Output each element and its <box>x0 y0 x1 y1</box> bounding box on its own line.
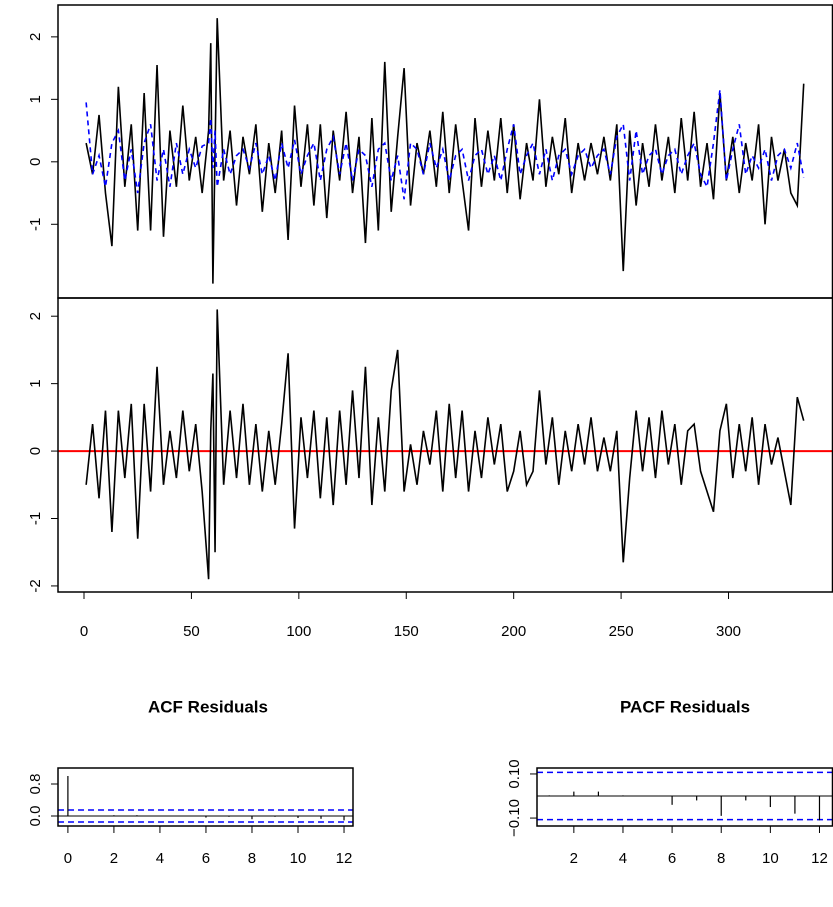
x-tick-label: 10 <box>762 850 779 867</box>
y-tick-label: −0.10 <box>506 799 523 837</box>
y-tick-label: 1 <box>27 95 44 103</box>
x-tick-label: 0 <box>64 850 72 867</box>
x-tick-label: 6 <box>202 850 210 867</box>
x-tick-label: 8 <box>717 850 725 867</box>
x-tick-label: 4 <box>156 850 164 867</box>
y-tick-label: -2 <box>27 579 44 592</box>
x-tick-label: 250 <box>609 623 634 640</box>
y-tick-label: -1 <box>27 512 44 525</box>
y-tick-label: 0.0 <box>27 806 44 827</box>
series-line <box>85 18 805 284</box>
x-tick-label: 4 <box>619 850 627 867</box>
x-tick-label: 0 <box>80 623 88 640</box>
chart-title: ACF Residuals <box>148 697 268 716</box>
plot-frame <box>57 297 833 593</box>
y-tick-label: 0.10 <box>506 759 523 788</box>
series-line <box>85 89 805 200</box>
y-tick-label: 0 <box>27 158 44 166</box>
x-tick-label: 12 <box>811 850 828 867</box>
series-line <box>85 309 805 580</box>
y-tick-label: 2 <box>27 312 44 320</box>
x-tick-label: 2 <box>110 850 118 867</box>
y-tick-label: -1 <box>27 218 44 231</box>
plot-frame <box>536 767 833 827</box>
y-tick-label: 2 <box>27 33 44 41</box>
x-tick-label: 10 <box>290 850 307 867</box>
x-tick-label: 150 <box>394 623 419 640</box>
chart-title: PACF Residuals <box>620 697 750 716</box>
x-tick-label: 50 <box>183 623 200 640</box>
y-tick-label: 1 <box>27 379 44 387</box>
y-tick-label: 0 <box>27 447 44 455</box>
x-tick-label: 100 <box>286 623 311 640</box>
y-tick-label: 0.8 <box>27 774 44 795</box>
x-tick-label: 8 <box>248 850 256 867</box>
x-tick-label: 12 <box>336 850 353 867</box>
x-tick-label: 6 <box>668 850 676 867</box>
x-tick-label: 300 <box>716 623 741 640</box>
x-tick-label: 2 <box>570 850 578 867</box>
plot-frame <box>57 767 354 827</box>
x-tick-label: 200 <box>501 623 526 640</box>
